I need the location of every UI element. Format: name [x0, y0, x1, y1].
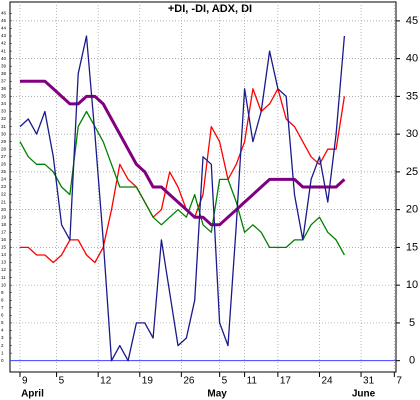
y2-tick-label: 1 — [1, 350, 4, 355]
x-tick-label: 19 — [142, 376, 154, 387]
y2-tick-label: 21 — [1, 199, 7, 204]
y2-tick-label: 2 — [1, 343, 4, 348]
y2-tick-label: 13 — [1, 260, 7, 265]
y2-tick-label: 22 — [1, 192, 7, 197]
y2-tick-label: 25 — [1, 169, 7, 174]
series-line — [19, 35, 346, 362]
x-tick-label: 7 — [396, 376, 402, 387]
y2-tick-label: 41 — [1, 48, 7, 53]
y2-tick-label: 10 — [1, 282, 7, 287]
month-label: June — [352, 389, 376, 400]
y-tick-label: 30 — [406, 128, 418, 140]
y2-tick-label: 33 — [1, 109, 7, 114]
y2-tick-label: 27 — [1, 154, 7, 159]
y2-tick-label: 29 — [1, 139, 7, 144]
chart-title: +DI, -DI, ADX, DI — [168, 3, 252, 15]
y2-tick-label: 42 — [1, 41, 7, 46]
y2-tick-label: 37 — [1, 78, 7, 83]
y2-tick-label: 24 — [1, 177, 7, 182]
y2-tick-label: 36 — [1, 86, 7, 91]
y2-tick-label: 35 — [1, 94, 7, 99]
y2-tick-label: 17 — [1, 229, 7, 234]
y2-tick-label: 39 — [1, 63, 7, 68]
y2-tick-label: 18 — [1, 222, 7, 227]
y-tick-label: 5 — [409, 317, 415, 329]
series-line — [20, 79, 346, 227]
y2-tick-label: 7 — [1, 305, 4, 310]
x-tick-label: 17 — [280, 376, 292, 387]
y2-tick-label: 15 — [1, 245, 7, 250]
y2-tick-label: 40 — [1, 56, 7, 61]
x-tick-label: 31 — [363, 376, 375, 387]
y2-tick-label: 45 — [1, 18, 7, 23]
y2-tick-label: 38 — [1, 71, 7, 76]
y2-tick-label: 26 — [1, 162, 7, 167]
month-label: April — [21, 389, 44, 400]
y2-tick-label: 23 — [1, 184, 7, 189]
x-tick-label: 5 — [222, 376, 228, 387]
y2-tick-label: 3 — [1, 335, 4, 340]
y-tick-label: 45 — [406, 15, 418, 27]
y-tick-label: 20 — [406, 204, 418, 216]
y2-tick-label: 34 — [1, 101, 7, 106]
y-tick-label: 35 — [406, 90, 418, 102]
y2-tick-label: 12 — [1, 267, 7, 272]
y2-tick-label: 43 — [1, 33, 7, 38]
y2-tick-label: 5 — [1, 320, 4, 325]
y-tick-label: 10 — [406, 279, 418, 291]
y2-tick-label: 6 — [1, 313, 4, 318]
series-line — [19, 110, 345, 256]
y2-tick-label: 9 — [1, 290, 4, 295]
y-tick-label: 0 — [409, 355, 415, 367]
y2-tick-label: 11 — [1, 275, 6, 280]
y2-tick-label: 32 — [1, 116, 7, 121]
y2-tick-label: 46 — [1, 11, 7, 16]
x-tick-label: 12 — [100, 376, 112, 387]
x-tick-label: 9 — [22, 376, 28, 387]
x-tick-label: 5 — [59, 376, 65, 387]
x-tick-label: 26 — [183, 376, 195, 387]
y2-tick-label: 4 — [1, 328, 4, 333]
y2-tick-label: 19 — [1, 214, 7, 219]
y-tick-label: 40 — [406, 53, 418, 65]
y2-tick-label: 0 — [1, 358, 4, 363]
y2-tick-label: 30 — [1, 131, 7, 136]
y2-tick-label: 28 — [1, 146, 7, 151]
y2-tick-label: 44 — [1, 26, 7, 31]
y-tick-label: 15 — [406, 241, 418, 253]
y2-tick-label: 20 — [1, 207, 7, 212]
x-tick-label: 11 — [247, 376, 258, 387]
x-tick-label: 24 — [321, 376, 333, 387]
series-line — [20, 88, 346, 264]
y-tick-label: 25 — [406, 166, 418, 178]
month-label: May — [207, 389, 227, 400]
y2-tick-label: 8 — [1, 297, 4, 302]
y2-tick-label: 16 — [1, 237, 7, 242]
y2-tick-label: 31 — [1, 124, 7, 129]
y2-tick-label: 14 — [1, 252, 7, 257]
